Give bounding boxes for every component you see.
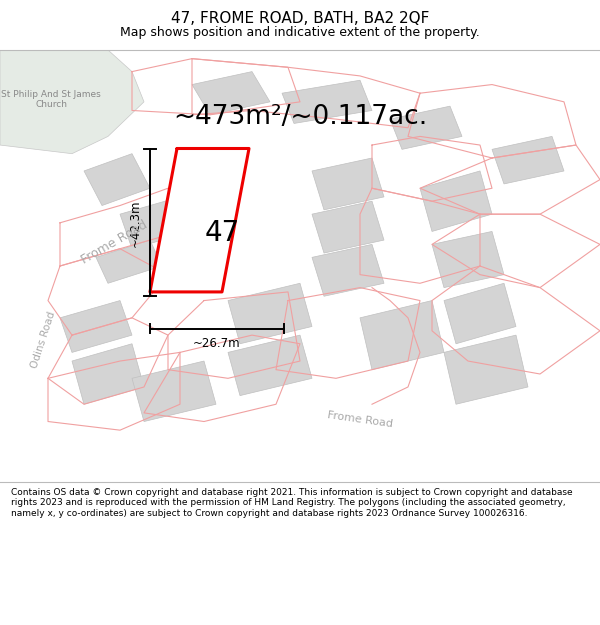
Polygon shape: [84, 154, 150, 206]
Polygon shape: [492, 136, 564, 184]
Polygon shape: [150, 149, 249, 292]
Text: ~473m²/~0.117ac.: ~473m²/~0.117ac.: [173, 104, 427, 130]
Text: Contains OS data © Crown copyright and database right 2021. This information is : Contains OS data © Crown copyright and d…: [11, 488, 572, 518]
Text: 47, FROME ROAD, BATH, BA2 2QF: 47, FROME ROAD, BATH, BA2 2QF: [171, 11, 429, 26]
Polygon shape: [72, 344, 144, 404]
Polygon shape: [312, 158, 384, 210]
Polygon shape: [132, 361, 216, 421]
Text: ~42.3m: ~42.3m: [129, 199, 142, 246]
Text: Frome Road: Frome Road: [79, 218, 149, 266]
Polygon shape: [228, 283, 312, 344]
Text: ~26.7m: ~26.7m: [193, 338, 241, 350]
Polygon shape: [192, 72, 270, 115]
Text: Frome Road: Frome Road: [326, 410, 394, 429]
Text: 47: 47: [205, 219, 239, 247]
Text: Map shows position and indicative extent of the property.: Map shows position and indicative extent…: [120, 26, 480, 39]
Polygon shape: [432, 231, 504, 288]
Polygon shape: [444, 335, 528, 404]
Text: St Philip And St James
Church: St Philip And St James Church: [1, 90, 101, 109]
Polygon shape: [312, 201, 384, 253]
Polygon shape: [282, 80, 372, 124]
Polygon shape: [312, 244, 384, 296]
Polygon shape: [120, 197, 192, 249]
Polygon shape: [0, 50, 144, 154]
Polygon shape: [96, 240, 162, 283]
Text: Odins Road: Odins Road: [29, 310, 57, 369]
Polygon shape: [228, 335, 312, 396]
Polygon shape: [360, 301, 444, 369]
Polygon shape: [60, 301, 132, 352]
Polygon shape: [390, 106, 462, 149]
Polygon shape: [444, 283, 516, 344]
Polygon shape: [420, 171, 492, 231]
